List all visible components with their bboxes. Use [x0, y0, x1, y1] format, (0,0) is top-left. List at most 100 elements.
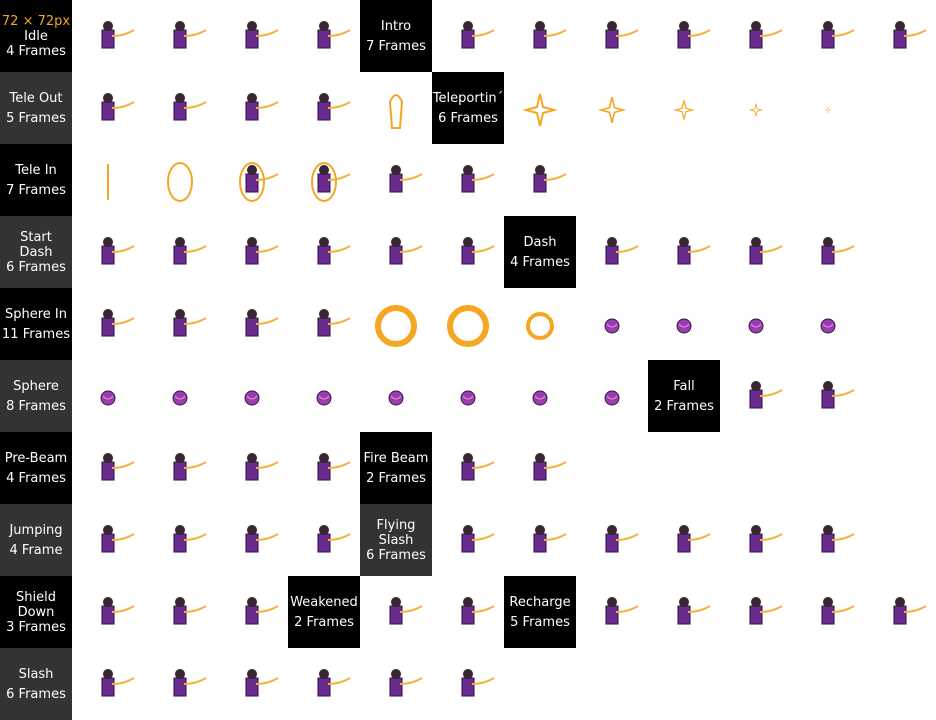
- label-line: Fall: [673, 378, 695, 394]
- sprite: [101, 237, 135, 265]
- sprite: [461, 237, 495, 265]
- sprite: [317, 21, 351, 49]
- sprite: [317, 309, 351, 337]
- sprite: [101, 453, 135, 481]
- label-line: Start: [20, 229, 52, 245]
- sprite: [673, 100, 695, 120]
- sprite: [605, 237, 639, 265]
- label-line: 4 Frame: [9, 542, 63, 558]
- label-line: 6 Frames: [6, 686, 66, 702]
- sprite: [173, 21, 207, 49]
- sprite: [526, 312, 554, 340]
- sprite: [824, 106, 832, 114]
- sprite: [245, 453, 279, 481]
- animation-label: Pre-Beam 4 Frames: [0, 432, 72, 504]
- label-line: 7 Frames: [6, 182, 66, 198]
- sprite: [244, 390, 260, 406]
- sprite: [893, 21, 927, 49]
- label-line: 4 Frames: [6, 470, 66, 486]
- label-line: Tele In: [15, 162, 57, 178]
- label-line: 6 Frames: [438, 110, 498, 126]
- sprite: [100, 390, 116, 406]
- sprite: [676, 318, 692, 334]
- sprite: [677, 597, 711, 625]
- label-line: 7 Frames: [366, 38, 426, 54]
- sprite: [389, 237, 423, 265]
- label-line: Idle: [24, 28, 48, 44]
- label-line: 2 Frames: [294, 614, 354, 630]
- sprite: [821, 21, 855, 49]
- sprite: [173, 93, 207, 121]
- label-line: Sphere In: [4, 306, 67, 322]
- sprite: [605, 21, 639, 49]
- sprite: [317, 453, 351, 481]
- animation-label: Slash 6 Frames: [0, 648, 72, 720]
- label-line: Tele Out: [9, 90, 63, 106]
- sprite: [245, 21, 279, 49]
- sprite: [389, 165, 423, 193]
- sprite: [167, 162, 193, 202]
- sprite: [533, 453, 567, 481]
- sprite: [748, 103, 764, 117]
- sprite: [173, 525, 207, 553]
- label-line: Sphere: [13, 378, 59, 394]
- sprite: [532, 390, 548, 406]
- sprite: [173, 669, 207, 697]
- sprite: [447, 305, 489, 347]
- label-line: Slash: [378, 532, 414, 548]
- sprite: [677, 237, 711, 265]
- sprite: [821, 525, 855, 553]
- animation-label: 72 × 72px Idle 4 Frames: [0, 0, 72, 72]
- label-line: Fire Beam: [363, 450, 429, 466]
- animation-label: Fall 2 Frames: [648, 360, 720, 432]
- label-line: Down: [17, 604, 55, 620]
- sprite: [245, 525, 279, 553]
- animation-label: Weakened 2 Frames: [288, 576, 360, 648]
- sprite: [388, 94, 404, 129]
- label-line: Dash: [19, 244, 53, 260]
- sprite: [245, 237, 279, 265]
- sprite: [375, 305, 417, 347]
- label-line: Recharge: [509, 594, 571, 610]
- label-line: 2 Frames: [366, 470, 426, 486]
- sprite: [316, 390, 332, 406]
- label-line: 8 Frames: [6, 398, 66, 414]
- label-line: Pre-Beam: [4, 450, 68, 466]
- sprite: [533, 525, 567, 553]
- sprite: [749, 597, 783, 625]
- sprite: [317, 93, 351, 121]
- sprite: [461, 525, 495, 553]
- label-line: Weakened: [290, 594, 358, 610]
- sprite: [317, 525, 351, 553]
- animation-label: Intro 7 Frames: [360, 0, 432, 72]
- sprite: [604, 318, 620, 334]
- label-line: 2 Frames: [654, 398, 714, 414]
- sprite: [172, 390, 188, 406]
- animation-label: Jumping 4 Frame: [0, 504, 72, 576]
- sprite: [461, 453, 495, 481]
- label-line: 5 Frames: [6, 110, 66, 126]
- sprite: [461, 21, 495, 49]
- sprite: [173, 237, 207, 265]
- sprite: [101, 21, 135, 49]
- sprite: [388, 390, 404, 406]
- label-line: Dash: [523, 234, 557, 250]
- sprite: [101, 309, 135, 337]
- label-line: Shield: [16, 589, 56, 605]
- sprite: [533, 21, 567, 49]
- sprite: [605, 525, 639, 553]
- animation-label: Fire Beam 2 Frames: [360, 432, 432, 504]
- sprite: [597, 97, 627, 123]
- sprite: [533, 165, 567, 193]
- sprite: [101, 93, 135, 121]
- sprite: [461, 669, 495, 697]
- sprite: [317, 237, 351, 265]
- sprite: [749, 21, 783, 49]
- sprite: [821, 597, 855, 625]
- label-line: 6 Frames: [6, 259, 66, 275]
- label-line: 6 Frames: [366, 547, 426, 563]
- label-line: Slash: [18, 666, 54, 682]
- sprite: [605, 597, 639, 625]
